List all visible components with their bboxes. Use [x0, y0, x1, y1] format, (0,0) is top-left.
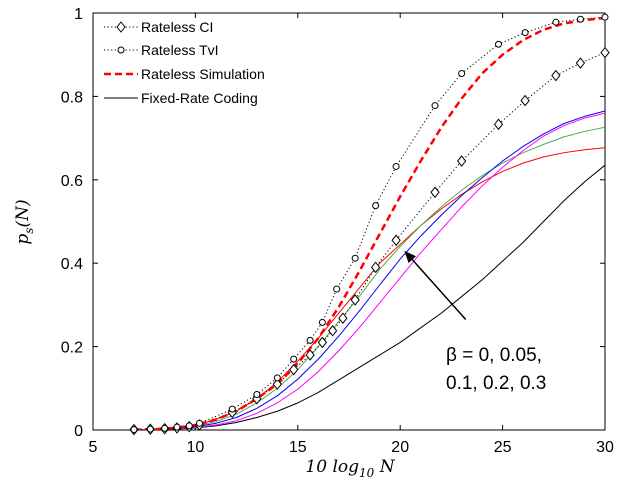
x-tick-label: 30 [596, 439, 614, 456]
point-diamond [338, 312, 348, 325]
legend-marker-rateless-tvi [117, 46, 125, 54]
point-diamond [289, 363, 299, 376]
x-tick-label: 10 [187, 439, 205, 456]
point-diamond [350, 294, 360, 306]
point-circle [372, 202, 380, 210]
series-line-7 [133, 112, 605, 430]
point-circle [552, 18, 560, 26]
point-circle [228, 405, 236, 413]
point-circle [185, 422, 193, 430]
series-line-0 [133, 52, 605, 430]
point-diamond [317, 336, 328, 349]
legend-item-rateless-tvi: Rateless TvI [104, 42, 219, 58]
point-circle [333, 285, 341, 293]
legend-label-rateless-simulation: Rateless Simulation [141, 66, 265, 82]
series-line-6 [133, 110, 605, 430]
series-line-3 [133, 164, 605, 430]
point-circle [290, 355, 298, 363]
point-circle [318, 318, 326, 326]
point-circle [576, 15, 584, 23]
point-circle [253, 391, 261, 399]
point-circle [431, 102, 439, 110]
point-circle [161, 424, 169, 432]
point-diamond [430, 186, 440, 199]
point-diamond [493, 118, 504, 131]
beta-annotation: β = 0, 0.05, 0.1, 0.2, 0.3 [404, 250, 546, 394]
x-tick-label: 25 [494, 439, 512, 456]
marker-layer [129, 13, 610, 436]
series-layer [133, 16, 605, 430]
legend-label-rateless-ci: Rateless CI [141, 19, 213, 35]
annotation-arrow [411, 259, 467, 320]
legend-label-fixed-rate-coding: Fixed-Rate Coding [141, 90, 258, 106]
point-circle [146, 425, 154, 433]
y-axis: 0 0.2 0.4 0.6 0.8 1 [61, 6, 605, 440]
series-line-2 [133, 16, 605, 430]
y-axis-label: ps(N) [13, 199, 36, 244]
point-circle [521, 29, 529, 37]
y-tick-label: 0.8 [61, 89, 83, 106]
point-circle [173, 423, 181, 431]
point-circle [601, 13, 609, 21]
point-diamond [600, 46, 610, 59]
y-tick-label: 0.2 [61, 340, 83, 357]
point-diamond [551, 69, 561, 82]
point-diamond [305, 349, 315, 361]
point-circle [273, 374, 281, 382]
x-tick-label: 15 [289, 439, 307, 456]
annotation-arrowhead [404, 250, 417, 263]
point-circle [306, 336, 314, 344]
plot-area [92, 12, 606, 431]
point-circle [392, 162, 400, 170]
x-tick-label: 5 [89, 439, 98, 456]
x-axis-label: 10 log10 N [305, 457, 395, 480]
annotation-line-2: 0.1, 0.2, 0.3 [446, 373, 546, 394]
point-diamond [456, 155, 467, 167]
point-diamond [272, 378, 282, 390]
series-line-5 [133, 126, 605, 430]
y-tick-label: 0.4 [61, 256, 83, 273]
point-circle [458, 69, 466, 77]
point-diamond [327, 324, 338, 337]
point-diamond [520, 94, 530, 107]
y-tick-label: 0.6 [61, 173, 83, 190]
legend-item-rateless-ci: Rateless CI [104, 19, 213, 35]
point-diamond [575, 57, 586, 69]
annotation-line-1: β = 0, 0.05, [446, 345, 542, 366]
y-tick-label: 0 [74, 423, 83, 440]
legend: Rateless CI Rateless TvI Rateless Simula… [104, 19, 265, 106]
point-diamond [370, 261, 381, 274]
point-diamond [391, 234, 401, 247]
legend-marker-rateless-ci [116, 21, 126, 33]
legend-item-rateless-simulation: Rateless Simulation [104, 66, 265, 82]
legend-item-fixed-rate-coding: Fixed-Rate Coding [104, 90, 258, 106]
point-circle [130, 426, 138, 434]
x-tick-label: 20 [391, 439, 409, 456]
point-circle [195, 419, 203, 427]
point-circle [495, 40, 503, 48]
y-tick-label: 1 [74, 6, 83, 23]
legend-label-rateless-tvi: Rateless TvI [141, 42, 219, 58]
point-circle [351, 254, 359, 262]
